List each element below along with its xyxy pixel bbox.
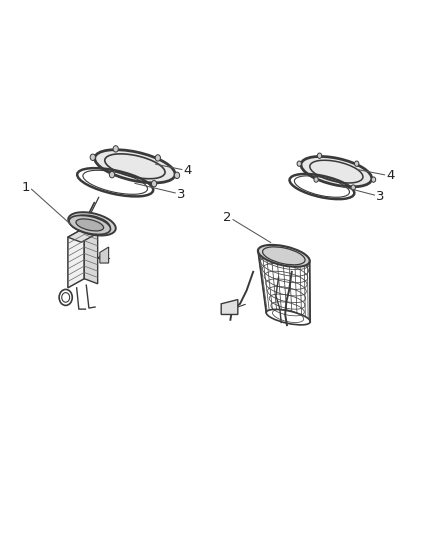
Ellipse shape bbox=[68, 212, 116, 236]
Ellipse shape bbox=[258, 245, 310, 267]
Ellipse shape bbox=[155, 155, 160, 161]
Ellipse shape bbox=[76, 219, 104, 231]
Ellipse shape bbox=[318, 153, 322, 158]
Ellipse shape bbox=[59, 289, 72, 305]
Text: 3: 3 bbox=[376, 190, 385, 203]
Polygon shape bbox=[221, 300, 238, 314]
Text: 2: 2 bbox=[223, 211, 231, 224]
Ellipse shape bbox=[351, 185, 355, 190]
Ellipse shape bbox=[301, 157, 372, 187]
Ellipse shape bbox=[152, 181, 157, 187]
Ellipse shape bbox=[371, 177, 376, 182]
Text: 1: 1 bbox=[21, 181, 30, 194]
Ellipse shape bbox=[110, 172, 115, 178]
Ellipse shape bbox=[90, 154, 95, 160]
Ellipse shape bbox=[69, 215, 110, 235]
Text: 4: 4 bbox=[183, 164, 192, 177]
Text: 3: 3 bbox=[177, 188, 185, 200]
Polygon shape bbox=[68, 228, 98, 242]
Ellipse shape bbox=[113, 146, 118, 152]
Polygon shape bbox=[84, 228, 98, 284]
Ellipse shape bbox=[297, 161, 301, 166]
Ellipse shape bbox=[354, 161, 359, 166]
Text: 4: 4 bbox=[386, 169, 395, 182]
Ellipse shape bbox=[95, 150, 175, 183]
Ellipse shape bbox=[314, 177, 318, 182]
Polygon shape bbox=[68, 228, 84, 288]
Polygon shape bbox=[100, 247, 109, 263]
Ellipse shape bbox=[174, 172, 180, 179]
